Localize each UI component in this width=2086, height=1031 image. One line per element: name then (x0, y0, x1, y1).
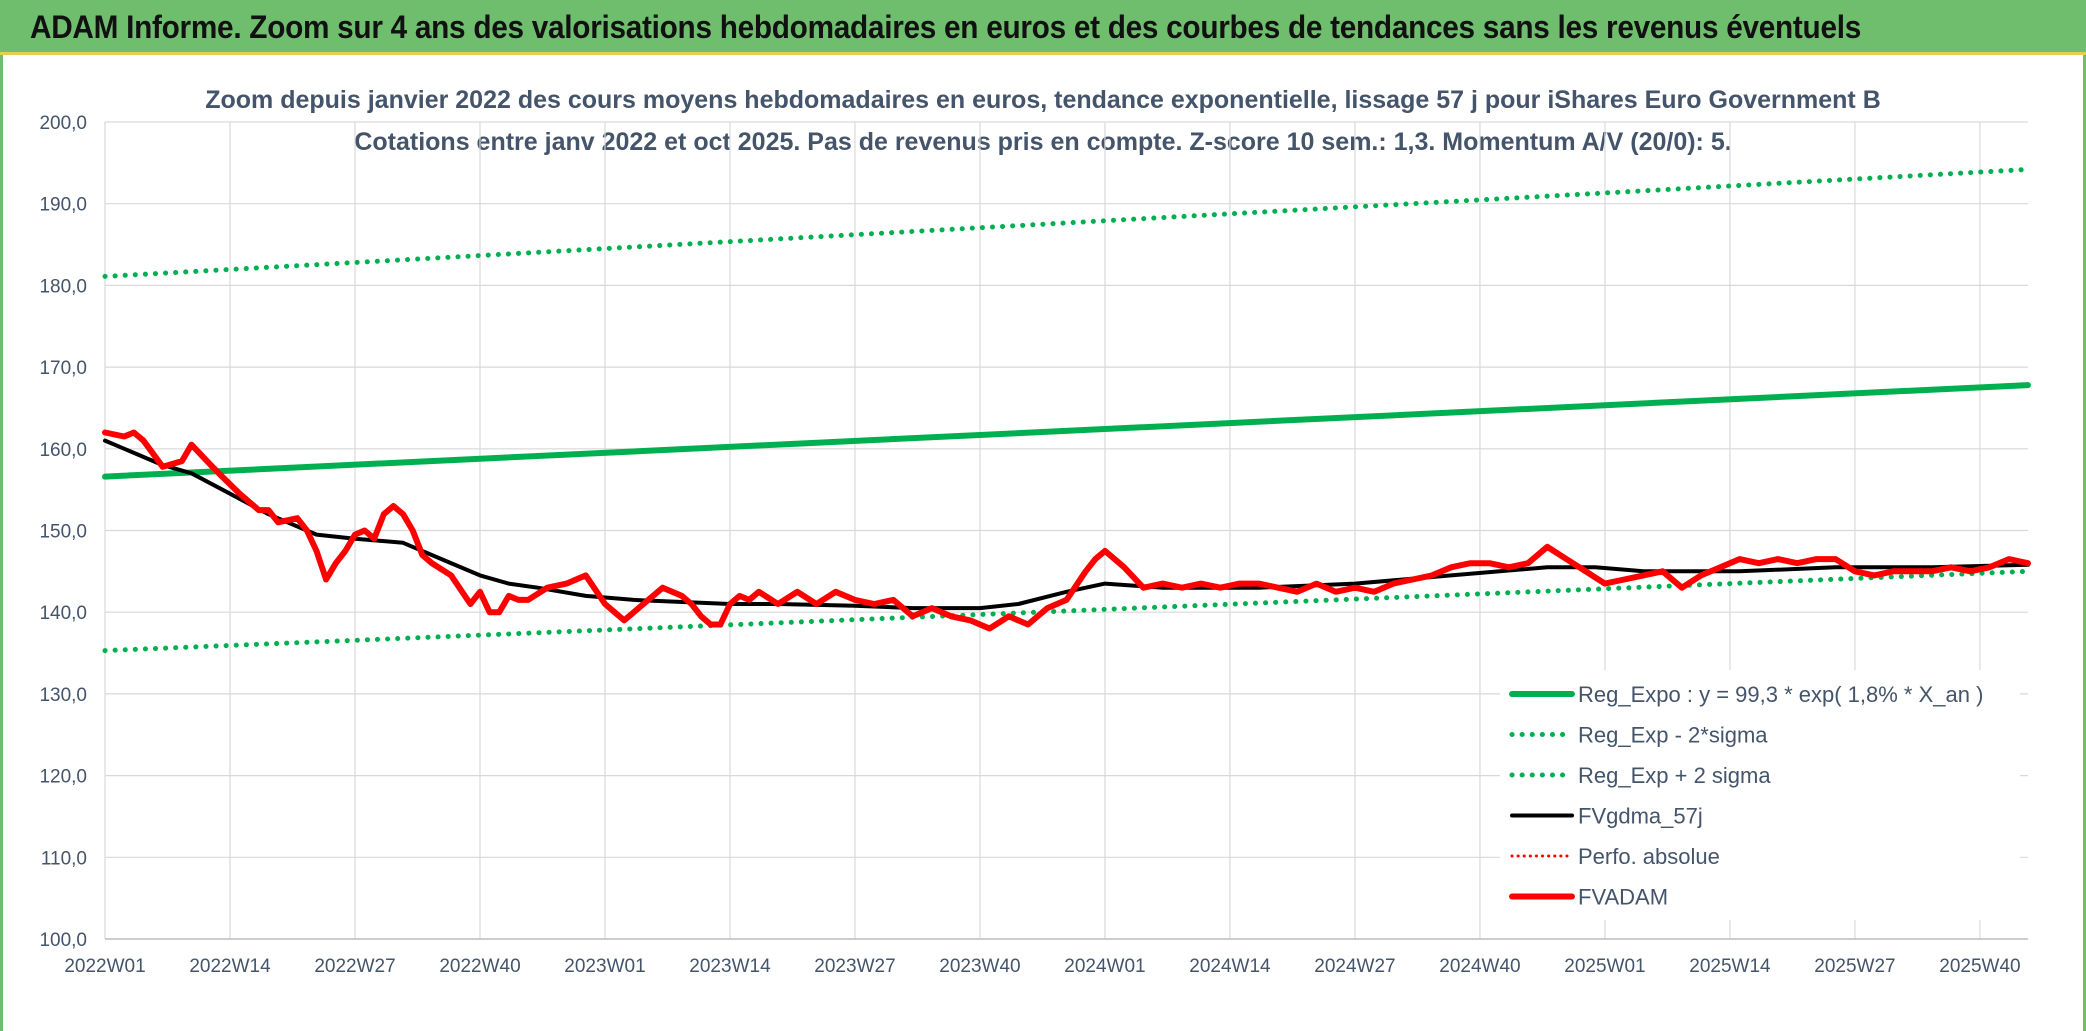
y-tick-label: 200,0 (39, 113, 87, 134)
series-line-0 (102, 382, 2031, 480)
series-line-3 (103, 438, 2030, 611)
y-tick-label: 130,0 (39, 685, 87, 706)
x-tick-label: 2023W40 (939, 956, 1020, 977)
legend-label: Reg_Exp - 2*sigma (1578, 723, 1768, 748)
x-tick-label: 2023W01 (564, 956, 645, 977)
x-tick-label: 2022W14 (189, 956, 271, 977)
y-tick-label: 180,0 (39, 276, 87, 297)
x-tick-label: 2025W27 (1814, 956, 1895, 977)
y-tick-label: 100,0 (39, 930, 87, 951)
y-tick-label: 150,0 (39, 522, 87, 543)
x-tick-label: 2025W40 (1939, 956, 2020, 977)
legend: Reg_Expo : y = 99,3 * exp( 1,8% * X_an )… (1500, 670, 2020, 920)
x-tick-label: 2022W40 (439, 956, 520, 977)
y-tick-label: 110,0 (41, 848, 87, 869)
chart-subtitle: Cotations entre janv 2022 et oct 2025. P… (354, 128, 1731, 156)
x-tick-label: 2022W27 (314, 956, 395, 977)
series-line-1 (102, 568, 2031, 654)
y-tick-label: 190,0 (39, 195, 87, 216)
legend-label: Perfo. absolue (1578, 844, 1720, 869)
chart-title: Zoom depuis janvier 2022 des cours moyen… (205, 86, 1881, 114)
header-banner: ADAM Informe. Zoom sur 4 ans des valoris… (0, 0, 2086, 55)
x-tick-label: 2024W27 (1314, 956, 1395, 977)
x-axis-ticks: 2022W01 2022W14 2022W27 2022W40 2023W01 2023W… (64, 956, 2020, 977)
chart-frame (0, 55, 2086, 1031)
legend-label: FVADAM (1578, 885, 1668, 910)
x-tick-label: 2024W14 (1189, 956, 1271, 977)
series-line-5 (102, 429, 2031, 632)
series-line-2 (102, 166, 2031, 279)
x-tick-label: 2023W27 (814, 956, 895, 977)
y-tick-label: 170,0 (39, 358, 87, 379)
legend-label: Reg_Exp + 2 sigma (1578, 763, 1771, 788)
legend-box (1500, 670, 2020, 920)
y-tick-label: 120,0 (39, 767, 87, 788)
x-tick-label: 2022W01 (64, 956, 145, 977)
x-tick-label: 2025W01 (1564, 956, 1645, 977)
legend-label: FVgdma_57j (1578, 804, 1703, 829)
x-tick-label: 2023W14 (689, 956, 771, 977)
y-tick-label: 160,0 (39, 440, 87, 461)
legend-label: Reg_Expo : y = 99,3 * exp( 1,8% * X_an ) (1578, 682, 1983, 707)
report-title: ADAM Informe. Zoom sur 4 ans des valoris… (30, 9, 1861, 45)
x-tick-label: 2024W40 (1439, 956, 1520, 977)
x-tick-label: 2025W14 (1689, 956, 1771, 977)
y-axis-ticks: 100,0 110,0 120,0 130,0 140,0 150,0 160,0 170,0… (39, 113, 87, 951)
plot-area (102, 166, 2031, 654)
x-tick-label: 2024W01 (1064, 956, 1145, 977)
y-tick-label: 140,0 (39, 603, 87, 624)
